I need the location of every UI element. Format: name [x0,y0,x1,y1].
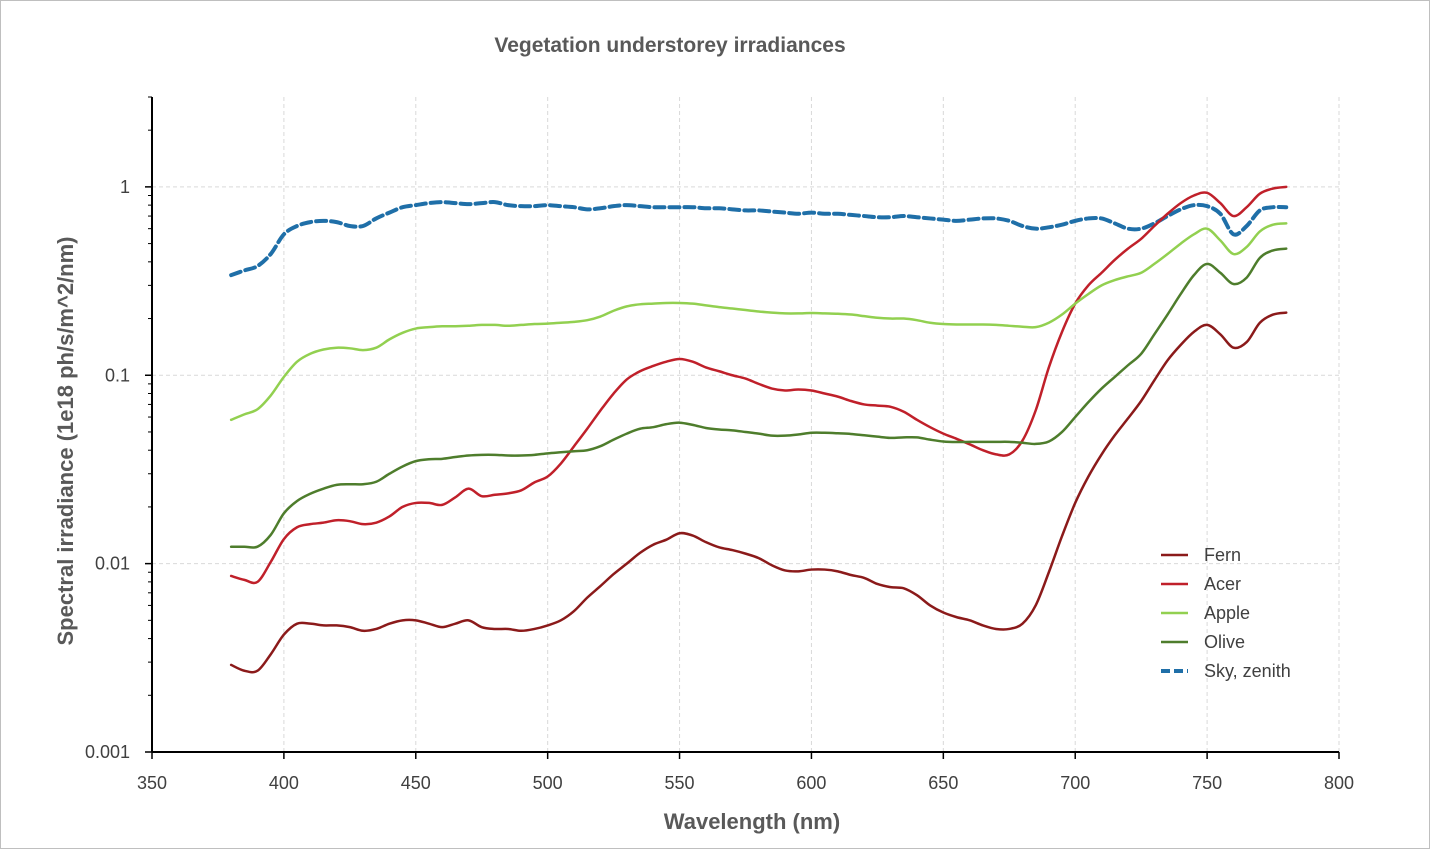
x-tick-label: 500 [533,773,563,793]
series-layer [229,185,1289,674]
y-tick-label: 0.001 [85,742,130,762]
x-tick-labels: 350 400 450 500 550 600 650 700 750 800 [137,773,1354,793]
x-tick-label: 450 [401,773,431,793]
chart-title: Vegetation understorey irradiances [494,34,845,57]
series-line-olive [229,247,1288,549]
legend-label-sky-zenith: Sky, zenith [1204,661,1291,681]
legend-label-fern: Fern [1204,545,1241,565]
series-line-fern [229,311,1288,674]
x-tick-label: 600 [796,773,826,793]
x-axis-label: Wavelength (nm) [664,809,840,834]
x-tick-label: 350 [137,773,167,793]
y-axis-label: Spectral irradiance (1e18 ph/s/m^2/nm) [53,236,78,645]
x-tick-label: 550 [665,773,695,793]
x-tick-label: 800 [1324,773,1354,793]
series-line-sky-zenith [229,200,1289,278]
x-tick-label: 650 [928,773,958,793]
legend-label-acer: Acer [1204,574,1241,594]
y-tick-label: 0.01 [95,554,130,574]
y-tick-labels: 0.001 0.01 0.1 1 [85,177,130,762]
series-line-apple [229,222,1288,422]
y-tick-label: 0.1 [105,365,130,385]
legend: Fern Acer Apple Olive Sky, zenith [1161,545,1291,681]
y-tick-label: 1 [120,177,130,197]
x-tick-label: 750 [1192,773,1222,793]
grid [152,97,1340,752]
axes [145,96,1340,759]
legend-label-olive: Olive [1204,632,1245,652]
legend-label-apple: Apple [1204,603,1250,623]
x-tick-label: 400 [269,773,299,793]
x-tick-label: 700 [1060,773,1090,793]
series-line-acer [229,185,1288,585]
